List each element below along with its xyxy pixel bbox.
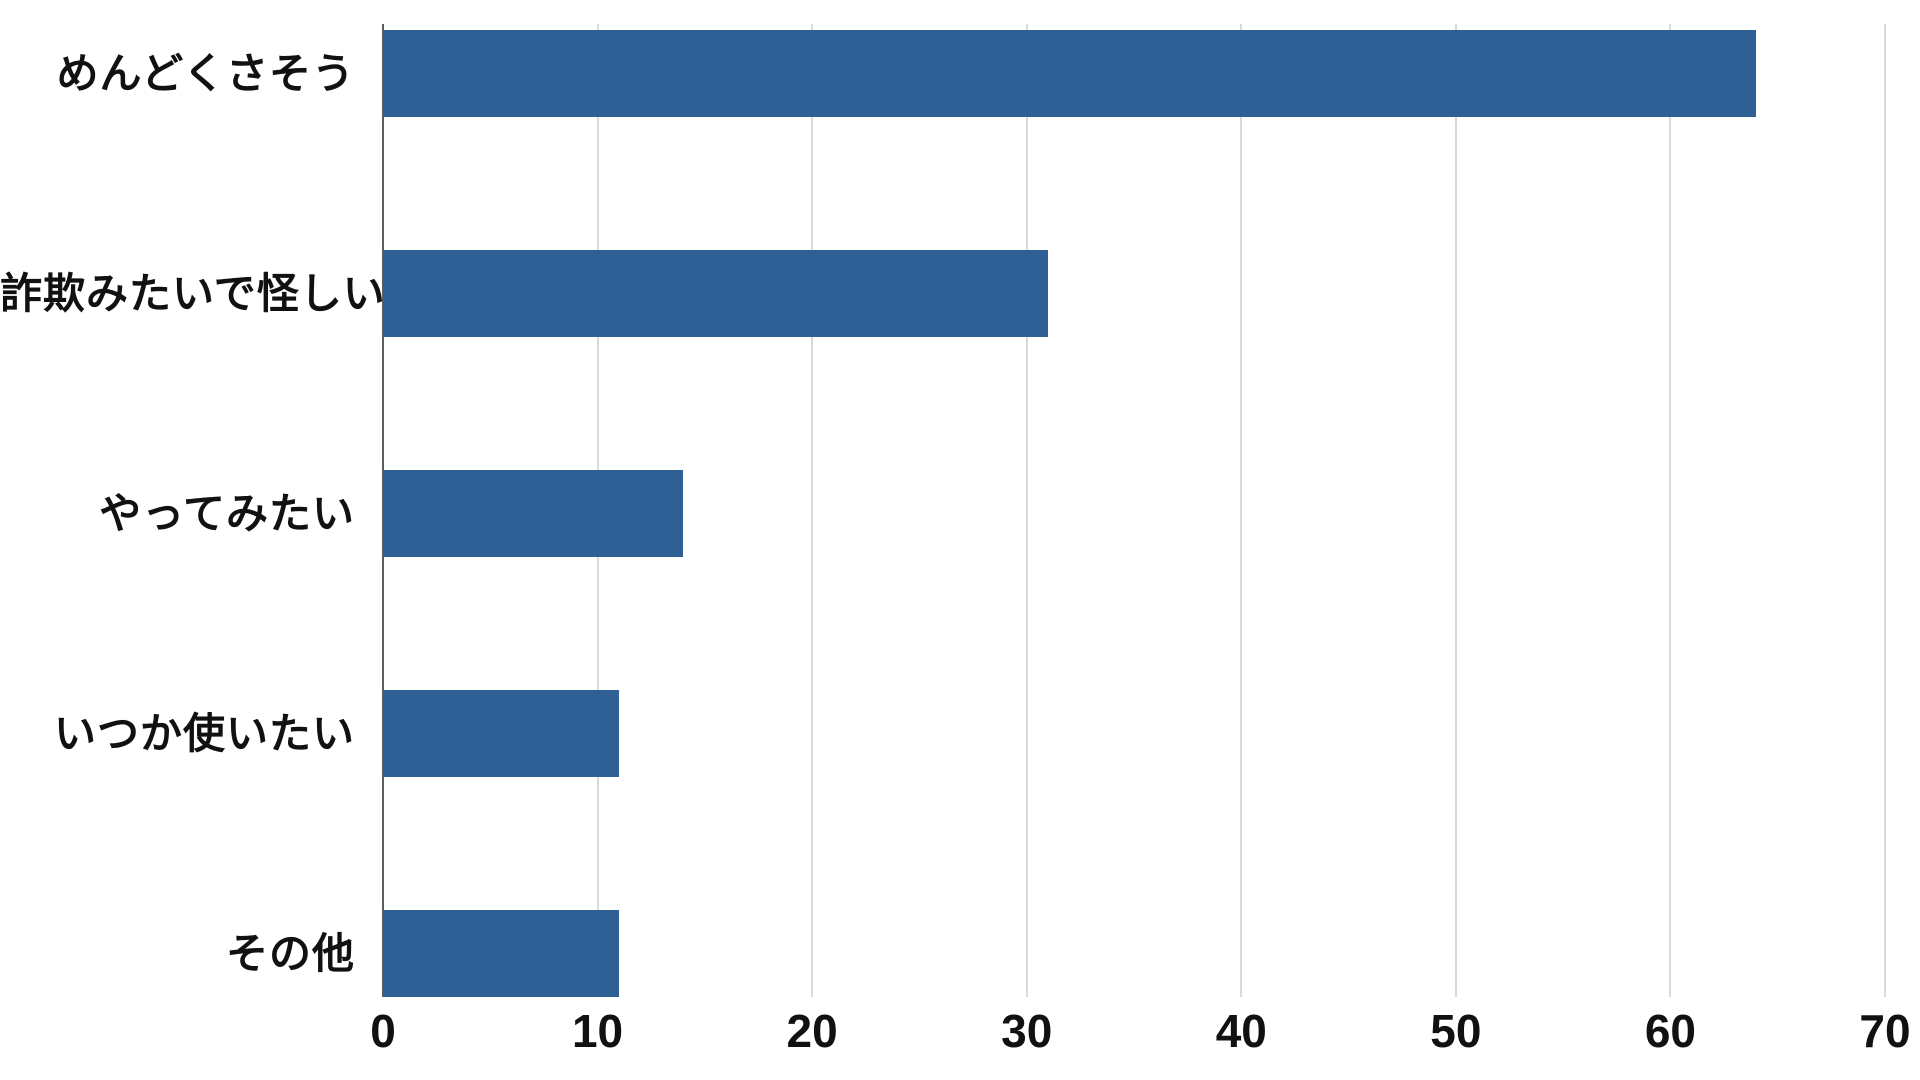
gridline [1669,24,1672,997]
gridline [1454,24,1457,997]
category-label-1: 詐欺みたいで怪しい [0,269,386,317]
gridline [1240,24,1243,997]
bar-3 [383,690,619,777]
x-tick-label-40: 40 [1215,1005,1267,1057]
x-tick-label-10: 10 [571,1005,624,1057]
gridline [1884,24,1886,997]
category-label-0: めんどくさそう [56,49,355,97]
x-tick-label-50: 50 [1430,1005,1482,1057]
bar-0 [383,30,1756,117]
bar-4 [383,910,619,997]
gridline [811,24,814,997]
bar-2 [383,470,683,557]
gridline [1025,24,1028,997]
x-tick-label-20: 20 [786,1005,838,1057]
bar-1 [383,250,1048,337]
category-label-2: やってみたい [99,489,355,537]
x-tick-label-30: 30 [1001,1005,1053,1057]
x-tick-label-60: 60 [1644,1005,1696,1057]
category-label-3: いつか使いたい [53,709,355,757]
category-label-4: その他 [225,929,355,977]
x-tick-label-70: 70 [1859,1005,1911,1057]
x-tick-label-0: 0 [370,1005,396,1057]
